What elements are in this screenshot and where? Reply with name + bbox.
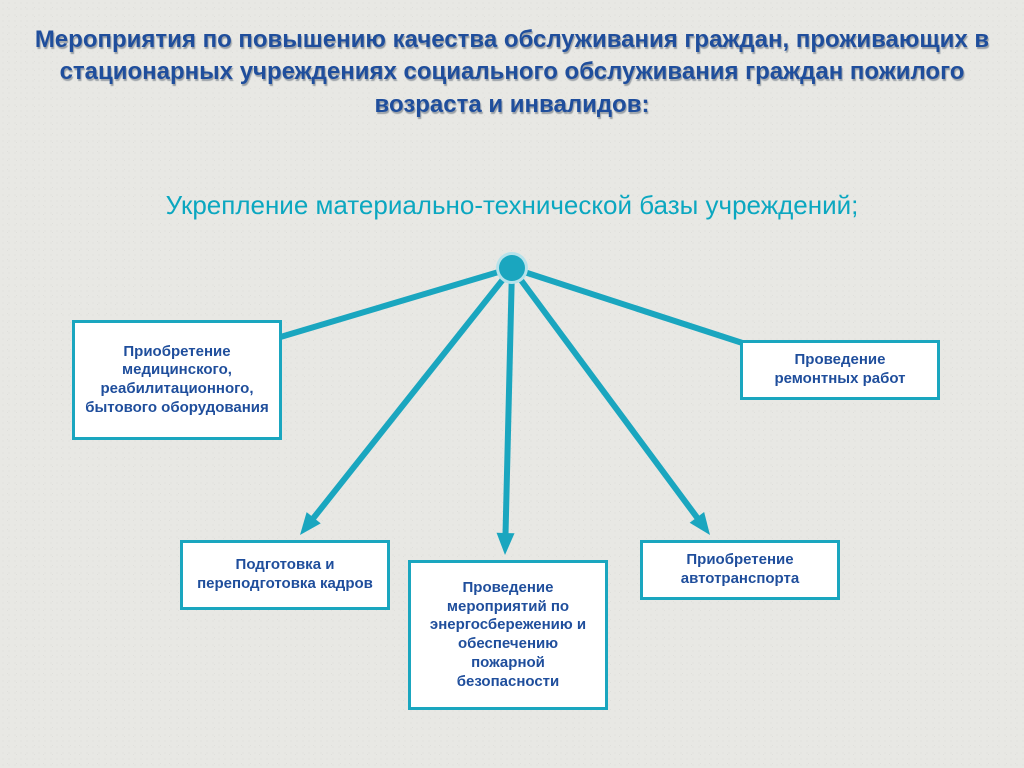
- slide-title: Мероприятия по повышению качества обслуж…: [30, 24, 994, 121]
- hub-dot: [499, 255, 525, 281]
- node-training: Подготовка и переподготовка кадров: [180, 540, 390, 610]
- node-equipment: Приобретение медицинского, реабилитацион…: [72, 320, 282, 440]
- node-energy: Проведение мероприятий по энергосбережен…: [408, 560, 608, 710]
- node-repairs: Проведение ремонтных работ: [740, 340, 940, 400]
- slide-subtitle: Укрепление материально-технической базы …: [30, 190, 994, 221]
- node-transport: Приобретение автотранспорта: [640, 540, 840, 600]
